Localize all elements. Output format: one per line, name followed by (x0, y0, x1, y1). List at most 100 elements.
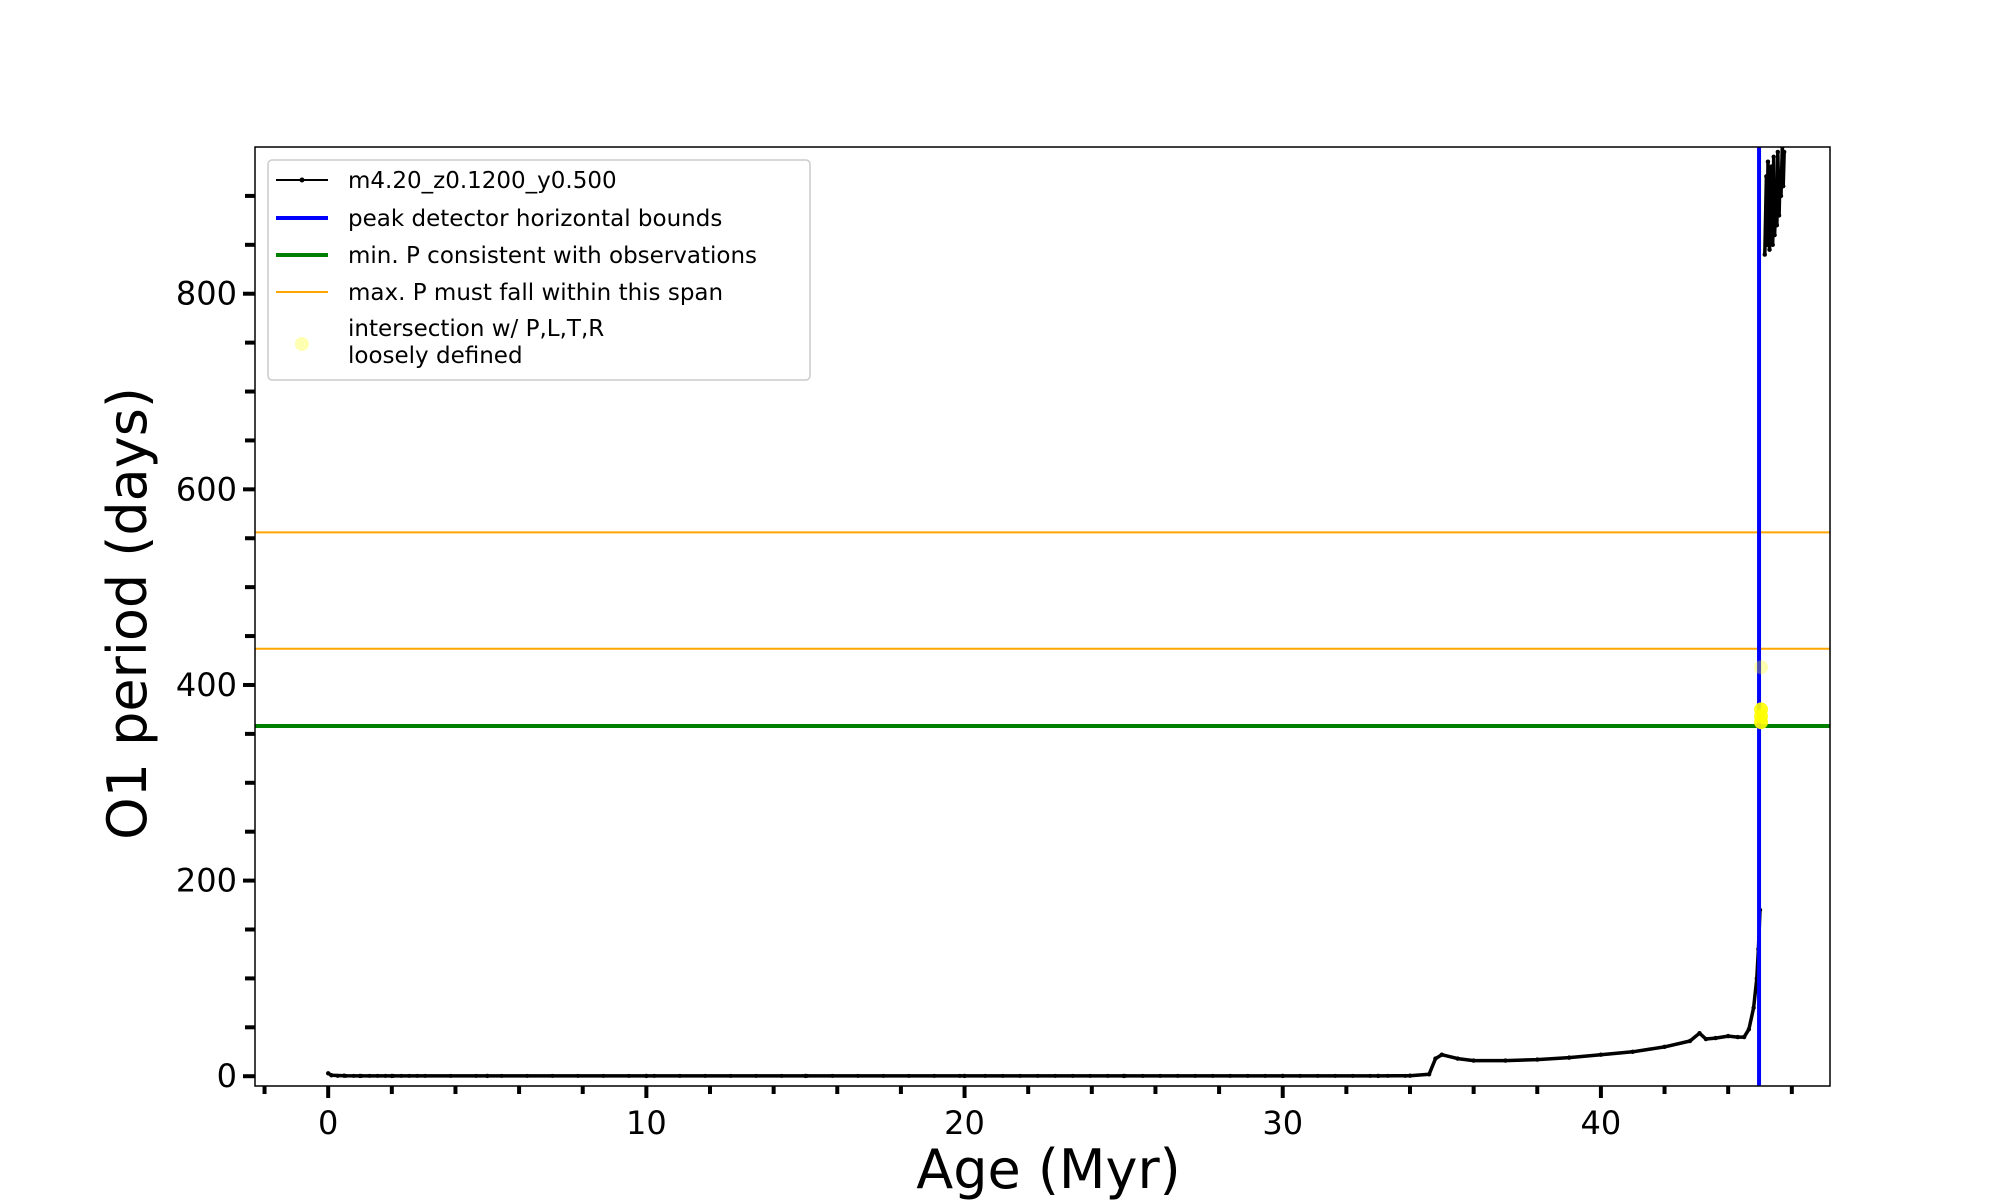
series-point (1407, 1073, 1413, 1078)
series-point (415, 1073, 420, 1078)
series-point (1140, 1073, 1145, 1078)
series-point (1426, 1072, 1432, 1077)
series-point (1630, 1049, 1635, 1054)
series-point (881, 1073, 886, 1078)
series-point (1767, 247, 1772, 252)
series-point (779, 1073, 784, 1078)
x-axis-label: Age (Myr) (916, 1138, 1181, 1200)
series-point (652, 1073, 657, 1078)
series-point (448, 1073, 453, 1078)
series-point (1772, 232, 1777, 238)
series-point (1778, 193, 1784, 199)
series-point (1751, 1005, 1756, 1010)
legend-label: max. P must fall within this span (348, 280, 723, 306)
series-point (399, 1073, 404, 1078)
legend-label: loosely defined (348, 343, 523, 369)
y-tick-label: 800 (176, 275, 237, 313)
series-point (754, 1073, 759, 1078)
series-point (1375, 1073, 1381, 1079)
series-point (932, 1073, 937, 1078)
series-point (525, 1073, 530, 1078)
series-point (1471, 1058, 1476, 1063)
series-point (677, 1073, 682, 1078)
series-point (1315, 1073, 1320, 1078)
series-point (644, 1073, 649, 1079)
series-point (962, 1073, 967, 1079)
series-point (1781, 183, 1786, 189)
series-point (1105, 1073, 1110, 1078)
series-point (375, 1073, 380, 1078)
series-point (1018, 1073, 1023, 1078)
series-point (1503, 1058, 1508, 1063)
series-point (1764, 174, 1769, 179)
series-point (1725, 1033, 1731, 1039)
series-point (1703, 1036, 1709, 1042)
series-point (1770, 242, 1775, 248)
series-point (1175, 1073, 1180, 1078)
series-point (1662, 1044, 1667, 1050)
series-point (1741, 1034, 1747, 1040)
series-point (1776, 213, 1782, 218)
series-point (1775, 149, 1781, 155)
legend-label: min. P consistent with observations (348, 243, 757, 269)
intersection-point (1754, 660, 1769, 675)
series-point (1350, 1073, 1355, 1078)
series-point (1598, 1052, 1604, 1057)
series-point (351, 1073, 356, 1078)
series-point (601, 1073, 606, 1078)
series-point (1768, 213, 1773, 218)
legend-label: m4.20_z0.1200_y0.500 (348, 168, 617, 194)
series-point (1762, 252, 1767, 257)
series-point (367, 1073, 372, 1078)
series-point (499, 1073, 504, 1078)
series-point (1035, 1073, 1040, 1078)
series-point (575, 1073, 580, 1078)
series-point (1263, 1073, 1268, 1078)
series-point (1333, 1073, 1338, 1078)
y-axis-label: O1 period (days) (96, 387, 159, 840)
series-point (1455, 1056, 1460, 1061)
series-point (1697, 1030, 1702, 1036)
series-point (957, 1073, 962, 1078)
series-point (1535, 1057, 1540, 1062)
x-tick-label: 20 (944, 1104, 985, 1142)
series-point (1566, 1055, 1572, 1060)
series-point (728, 1073, 733, 1078)
series-point (1228, 1073, 1233, 1078)
series-point (1713, 1035, 1718, 1041)
legend-label: peak detector horizontal bounds (348, 206, 722, 232)
series-point (325, 1071, 331, 1076)
series-point (485, 1073, 490, 1079)
y-tick-label: 600 (176, 470, 237, 508)
series-point (1777, 174, 1783, 179)
plot-frame (254, 146, 1831, 1087)
series-point (906, 1073, 911, 1078)
series-point (703, 1073, 708, 1078)
series-point (407, 1073, 412, 1078)
series-point (1088, 1073, 1093, 1078)
x-tick-label: 10 (626, 1104, 667, 1142)
series-point (1433, 1056, 1438, 1061)
series-point (474, 1073, 479, 1078)
series-point (1298, 1073, 1303, 1078)
series-point (343, 1073, 348, 1078)
legend-marker (299, 177, 305, 183)
series-point (335, 1073, 340, 1078)
series-point (1781, 149, 1787, 155)
series-point (1687, 1038, 1693, 1044)
series-point (1385, 1073, 1390, 1078)
x-tick-label: 30 (1262, 1104, 1303, 1142)
series-point (1053, 1073, 1058, 1078)
series-point (1280, 1073, 1285, 1078)
series-point (1193, 1073, 1198, 1078)
y-tick-label: 400 (176, 666, 237, 704)
series-point (830, 1073, 835, 1078)
series-point (805, 1073, 810, 1078)
series-point (1123, 1073, 1128, 1078)
series-point (391, 1073, 396, 1078)
chart-marks (255, 147, 1830, 1086)
series-point (1403, 1073, 1408, 1078)
